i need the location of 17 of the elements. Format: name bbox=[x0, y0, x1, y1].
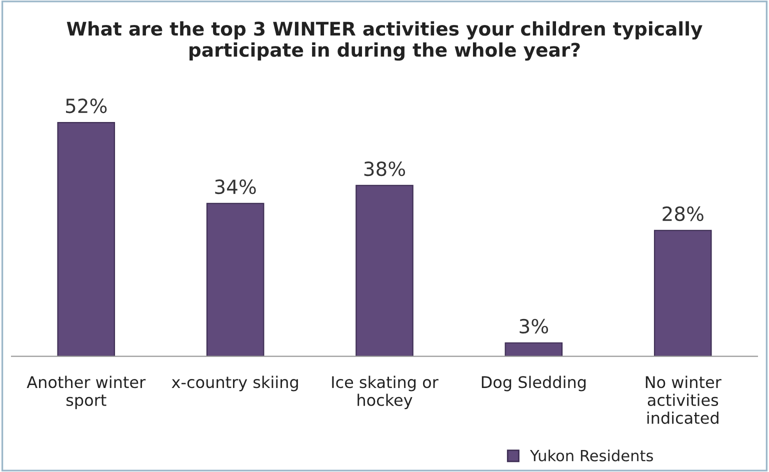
legend-label: Yukon Residents bbox=[530, 450, 653, 462]
bar bbox=[504, 342, 563, 356]
x-tick-label: x-country skiing bbox=[172, 376, 298, 392]
chart-title: What are the top 3 WINTER activities your children typically participate in during the whole year? bbox=[66, 21, 702, 61]
data-label: 52% bbox=[66, 98, 107, 114]
x-tick-label: Another winter sport bbox=[26, 376, 146, 410]
data-label: 34% bbox=[215, 179, 256, 194]
data-label: 38% bbox=[364, 161, 406, 176]
data-label: 28% bbox=[662, 206, 704, 222]
x-tick-label: No winter activities indicated bbox=[646, 376, 722, 424]
bar bbox=[654, 230, 712, 356]
bar bbox=[356, 184, 414, 356]
bar bbox=[57, 122, 116, 356]
x-tick-label: Ice skating or hockey bbox=[332, 376, 438, 410]
bar bbox=[206, 202, 264, 356]
x-tick-label: Dog Sledding bbox=[482, 376, 586, 392]
data-label: 3% bbox=[520, 318, 548, 334]
